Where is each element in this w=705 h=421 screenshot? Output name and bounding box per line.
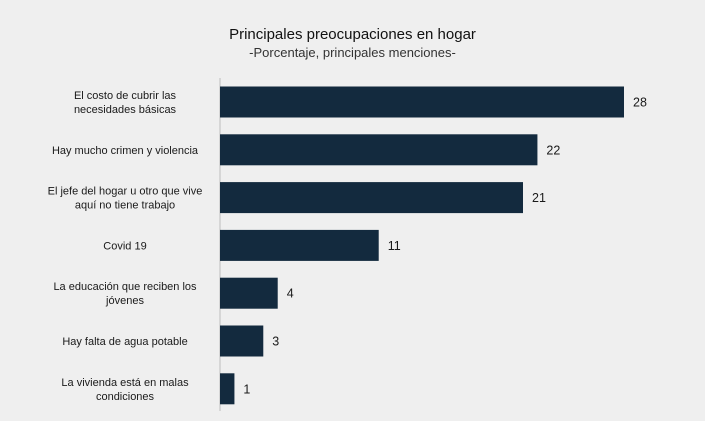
bar [220, 373, 235, 405]
category-label: El jefe del hogar u otro que vive aquí no… [48, 186, 203, 212]
category-label: Hay falta de agua potable [62, 336, 187, 348]
bar [220, 86, 624, 118]
bar [220, 182, 523, 214]
category-label: La vivienda está en malas condiciones [61, 377, 189, 403]
chart-title: Principales preocupaciones en hogar [229, 26, 476, 43]
bar [220, 229, 379, 261]
category-label: Hay mucho crimen y violencia [52, 145, 199, 157]
value-label: 4 [287, 287, 294, 301]
category-label: La educación que reciben los jóvenes [53, 281, 197, 307]
value-label: 1 [243, 382, 250, 396]
value-label: 3 [272, 335, 279, 349]
value-label: 21 [532, 191, 546, 205]
category-label: Covid 19 [103, 240, 146, 252]
bar [220, 325, 264, 357]
chart-subtitle: -Porcentaje, principales menciones- [249, 45, 456, 60]
value-label: 22 [546, 143, 560, 157]
value-label: 11 [388, 239, 401, 253]
category-label: El costo de cubrir las necesidades básica… [74, 90, 177, 116]
bar [220, 277, 278, 309]
value-label: 28 [633, 96, 647, 110]
bar [220, 134, 538, 166]
